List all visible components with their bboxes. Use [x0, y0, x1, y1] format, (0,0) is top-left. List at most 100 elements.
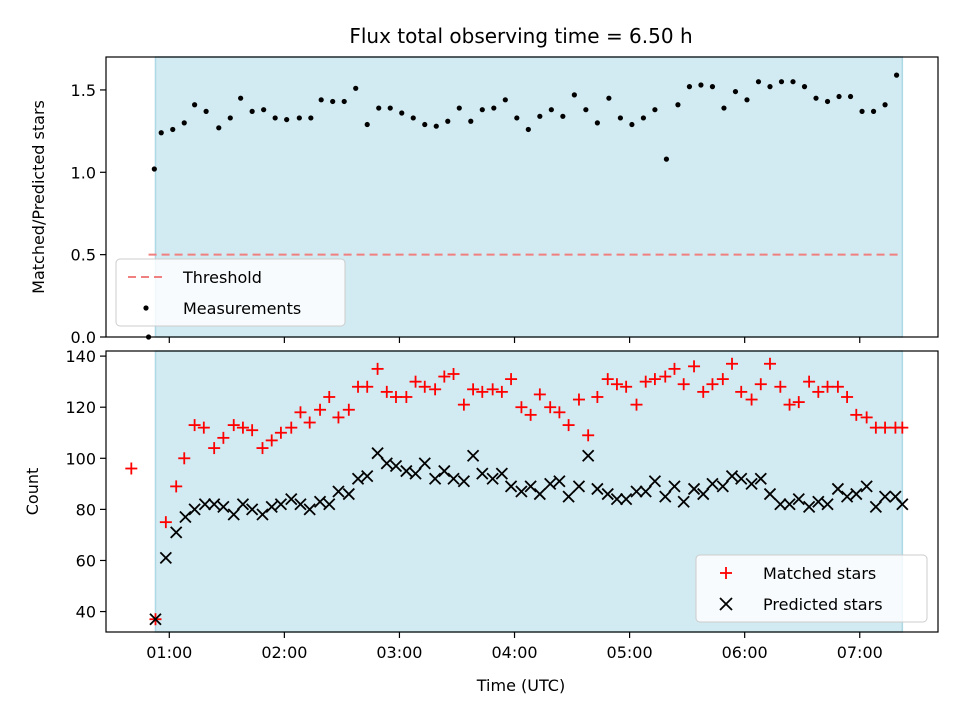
matched-star-point: [188, 419, 201, 432]
matched-star-point: [217, 431, 230, 444]
predicted-star-point: [763, 487, 777, 501]
predicted-star-point: [170, 526, 183, 539]
matched-star-point: [246, 424, 259, 437]
matched-star-point: [170, 480, 183, 493]
predicted-star-point: [840, 490, 854, 503]
y-axis-ticks-bottom: 40 60 80 100 120 140: [65, 347, 106, 622]
measurement-point: [296, 115, 302, 121]
matched-star-point: [323, 390, 336, 403]
matched-star-point: [294, 406, 307, 419]
measurement-point: [594, 120, 600, 126]
predicted-star-point: [217, 500, 230, 513]
legend-measurements-swatch: [143, 305, 149, 311]
matched-star-point: [783, 398, 796, 411]
matched-star-point: [812, 385, 825, 398]
predicted-star-point: [371, 447, 384, 460]
matched-star-point: [380, 385, 393, 398]
legend-bottom: Matched stars Predicted stars: [695, 554, 928, 623]
legend-predicted-label: Predicted stars: [763, 595, 883, 614]
measurement-point: [203, 108, 209, 114]
measurement-point: [433, 123, 439, 129]
predicted-star-point: [610, 493, 624, 506]
predicted-star-point: [524, 480, 537, 493]
matched-star-point: [476, 385, 489, 398]
measurement-point: [479, 107, 485, 113]
predicted-star-point: [188, 503, 201, 516]
predicted-star-point: [515, 485, 528, 498]
matched-star-point: [677, 378, 690, 391]
matched-star-point: [533, 388, 546, 401]
predicted-star-point: [878, 490, 892, 503]
measurement-points: [145, 72, 900, 340]
predicted-star-point: [591, 482, 604, 496]
predicted-star-point: [438, 464, 451, 478]
predicted-star-point: [466, 449, 480, 462]
measurement-point: [261, 107, 267, 113]
matched-star-point: [821, 380, 834, 393]
plot-frame-top: [105, 56, 939, 338]
x-axis-label: Time (UTC): [476, 676, 565, 695]
predicted-star-point: [533, 487, 546, 501]
measurement-point: [537, 113, 543, 119]
measurement-point: [353, 85, 359, 91]
measurement-point: [456, 105, 462, 111]
y-tick-label: 140: [65, 347, 96, 366]
y-tick-label: 0.0: [71, 328, 96, 347]
measurement-point: [652, 107, 658, 113]
measurement-point: [893, 72, 900, 78]
measurement-point: [525, 126, 531, 133]
predicted-star-point: [486, 472, 499, 485]
measurement-point: [801, 84, 808, 90]
matched-star-point: [457, 398, 470, 411]
predicted-star-point: [572, 480, 586, 493]
x-tick-label: 07:00: [837, 643, 883, 662]
measurement-point: [468, 118, 474, 124]
matched-star-point: [227, 419, 240, 432]
measurement-point: [502, 97, 508, 103]
x-tick-label: 03:00: [376, 643, 422, 662]
predicted-star-point: [495, 467, 508, 480]
predicted-star-point: [716, 480, 729, 493]
x-axis-ticks-top: [168, 337, 861, 343]
predicted-star-point: [850, 487, 863, 501]
measurement-point: [663, 156, 670, 162]
predicted-star-point: [342, 487, 355, 501]
matched-star-point: [763, 357, 776, 370]
x-tick-label: 01:00: [146, 643, 192, 662]
matched-star-point: [582, 429, 595, 442]
measurement-point: [617, 115, 623, 121]
predicted-star-point: [754, 472, 767, 485]
measurement-point: [491, 105, 497, 111]
measurement-point: [410, 115, 416, 121]
predicted-star-point: [601, 487, 614, 501]
measurement-point: [330, 98, 336, 105]
legend-measurements-label: Measurements: [183, 299, 301, 318]
predicted-star-point: [332, 485, 345, 498]
measurement-point: [249, 108, 255, 114]
matched-star-point: [716, 373, 729, 386]
predicted-star-point: [504, 480, 518, 493]
x-tick-label: 02:00: [261, 643, 307, 662]
matched-stars-points: [125, 357, 909, 626]
predicted-star-point: [428, 472, 442, 485]
matched-star-point: [754, 378, 767, 391]
measurement-point: [560, 113, 566, 119]
matched-star-point: [792, 396, 805, 409]
measurement-point: [721, 105, 727, 111]
predicted-star-point: [774, 498, 787, 511]
legend-top-box: [115, 258, 346, 327]
x-tick-label: 06:00: [722, 643, 768, 662]
measurement-point: [341, 98, 347, 105]
measurement-point: [272, 115, 278, 121]
matched-star-point: [274, 426, 287, 439]
measurement-point: [629, 121, 635, 128]
predicted-star-point: [380, 457, 393, 470]
predicted-star-point: [476, 467, 489, 480]
predicted-star-point: [706, 477, 719, 490]
predicted-star-point: [208, 498, 221, 511]
measurement-point: [158, 130, 164, 136]
predicted-star-point: [389, 459, 403, 473]
matched-star-point: [447, 367, 460, 380]
y-tick-label: 60: [76, 551, 96, 570]
